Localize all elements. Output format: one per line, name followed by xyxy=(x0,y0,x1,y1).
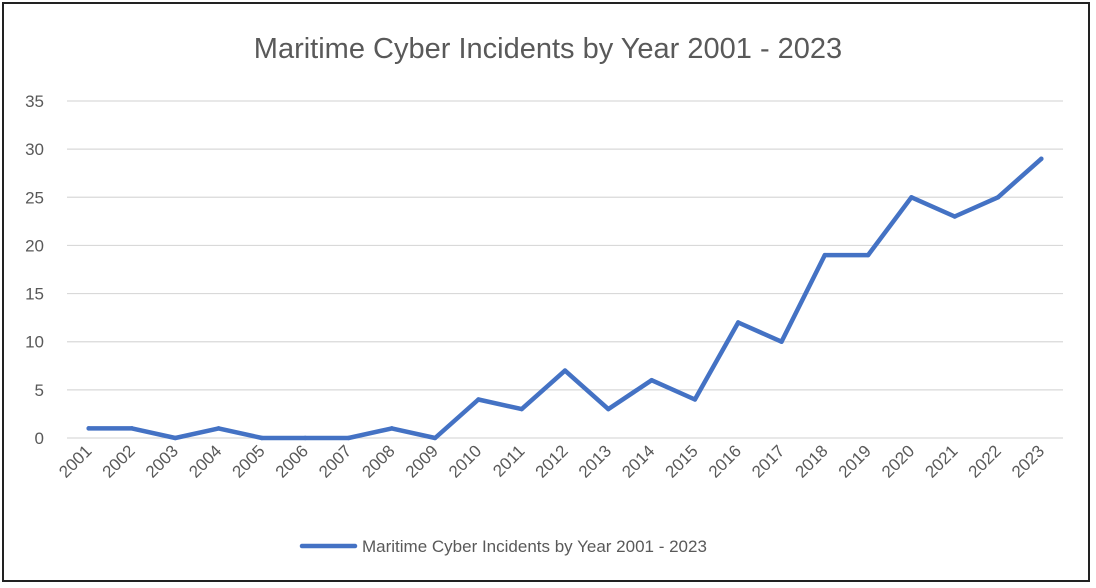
y-tick-label: 10 xyxy=(25,333,44,352)
data-point xyxy=(302,435,308,441)
x-tick-label: 2004 xyxy=(185,441,225,481)
x-tick-label: 2015 xyxy=(662,441,702,481)
data-point xyxy=(952,214,957,219)
series-layer xyxy=(86,156,1044,441)
x-tick-label: 2008 xyxy=(358,441,398,481)
data-point xyxy=(173,435,178,441)
x-tick-label: 2003 xyxy=(142,441,182,481)
x-tick-label: 2001 xyxy=(55,441,95,481)
legend-label: Maritime Cyber Incidents by Year 2001 - … xyxy=(362,537,707,556)
x-tick-label: 2013 xyxy=(575,441,615,481)
data-point xyxy=(822,252,828,258)
x-axis-tick-labels: 2001 2002 2003 2004 2005 2006 2007 2008 2009 2010… xyxy=(55,441,1048,481)
data-point xyxy=(519,406,524,412)
y-tick-label: 30 xyxy=(25,140,44,159)
x-tick-label: 2005 xyxy=(229,441,269,481)
chart-frame xyxy=(2,2,1090,582)
data-point xyxy=(432,435,438,441)
data-point xyxy=(995,195,1001,200)
data-point xyxy=(562,368,568,373)
y-axis-tick-labels: 0 5 10 15 20 25 30 35 xyxy=(25,92,44,448)
x-tick-label: 2017 xyxy=(748,441,788,481)
data-point xyxy=(649,378,654,383)
data-point xyxy=(346,435,351,441)
x-tick-label: 2019 xyxy=(835,441,875,481)
y-tick-label: 5 xyxy=(35,381,44,400)
x-tick-label: 2022 xyxy=(965,441,1005,481)
data-point xyxy=(129,426,135,431)
chart-title: Maritime Cyber Incidents by Year 2001 - … xyxy=(254,33,842,65)
x-tick-label: 2006 xyxy=(272,441,312,481)
x-tick-label: 2011 xyxy=(489,441,528,480)
data-point xyxy=(476,397,481,402)
x-tick-label: 2014 xyxy=(618,441,658,481)
x-tick-label: 2023 xyxy=(1008,441,1048,481)
x-tick-label: 2002 xyxy=(99,441,139,481)
data-point xyxy=(216,426,221,431)
y-tick-label: 20 xyxy=(25,236,44,255)
data-point xyxy=(692,397,698,402)
data-point xyxy=(779,339,784,344)
data-point xyxy=(909,195,914,200)
data-point xyxy=(606,406,611,412)
x-tick-label: 2010 xyxy=(445,441,485,481)
y-tick-label: 15 xyxy=(25,285,44,304)
x-tick-label: 2016 xyxy=(705,441,745,481)
x-tick-label: 2020 xyxy=(878,441,918,481)
x-tick-label: 2012 xyxy=(532,441,572,481)
data-point xyxy=(86,426,91,431)
data-point xyxy=(736,320,741,325)
x-tick-label: 2021 xyxy=(921,441,961,481)
data-point xyxy=(1039,156,1044,161)
x-tick-label: 2007 xyxy=(315,441,355,481)
x-tick-label: 2009 xyxy=(402,441,442,481)
legend: Maritime Cyber Incidents by Year 2001 - … xyxy=(299,537,707,556)
y-tick-label: 0 xyxy=(35,429,44,448)
x-tick-label: 2018 xyxy=(791,441,831,481)
y-tick-label: 25 xyxy=(25,188,44,207)
gridlines xyxy=(67,100,1063,439)
y-tick-label: 35 xyxy=(25,92,44,111)
series-line xyxy=(86,156,1044,441)
data-point xyxy=(865,252,871,258)
data-point xyxy=(259,435,265,441)
data-point xyxy=(389,426,394,431)
